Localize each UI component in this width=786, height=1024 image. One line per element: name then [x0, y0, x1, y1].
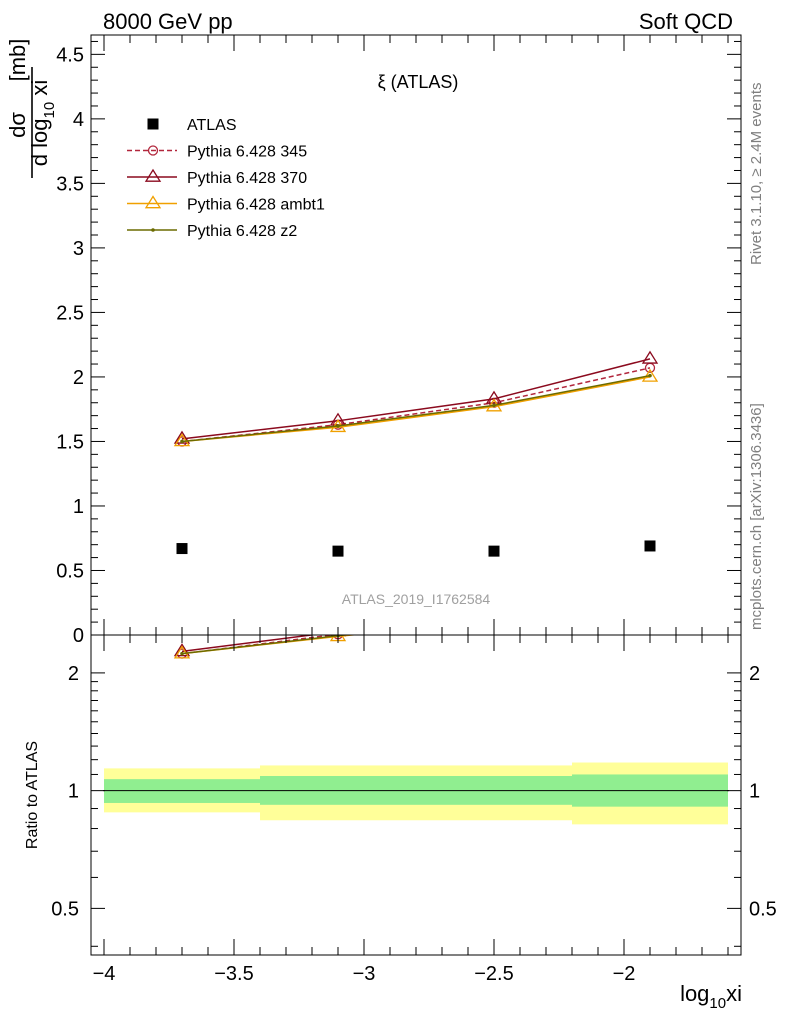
legend-label-pythia-6-428-ambt1: Pythia 6.428 ambt1: [187, 197, 325, 214]
main-y-ticks: 0 0.5 1 1.5 2 2.5 3 3.5 4 4.5: [56, 40, 741, 647]
data-point-atlas-4: [644, 540, 656, 552]
data-point-pythia-6-428-370-4: [641, 350, 659, 364]
ratio-uncertainty-bands: [104, 762, 728, 825]
header-left: 8000 GeV pp: [103, 9, 233, 34]
ratio-y-tick-label-right: 0.5: [749, 898, 777, 920]
y-tick-label: 3.5: [56, 173, 84, 195]
side-website-text: mcplots.cern.ch [arXiv:1306.3436]: [748, 403, 765, 630]
main-x-ticks: [103, 35, 729, 635]
watermark: ATLAS_2019_I1762584: [342, 591, 491, 607]
ratio-y-tick-label-right: 2: [749, 663, 760, 685]
ratio-y-tick-label-right: 1: [749, 781, 760, 803]
y-tick-label: 2: [73, 367, 84, 389]
side-version-text: Rivet 3.1.10, ≥ 2.4M events: [748, 83, 765, 266]
ratio-y-label: Ratio to ATLAS: [24, 741, 41, 849]
ratio-y-tick-label: 0.5: [51, 898, 79, 920]
ratio-point-pythia-6-428-z2-1: [180, 651, 184, 656]
ratio-point-pythia-6-428-ambt1-4: [643, 603, 657, 614]
y-tick-label: 2.5: [56, 302, 84, 324]
main-panel: 0 0.5 1 1.5 2 2.5 3 3.5 4 4.5 ξ (ATLAS) ATLAS_201…: [56, 34, 742, 647]
data-point-atlas-1: [176, 543, 188, 555]
y-tick-label: 3: [73, 238, 84, 260]
data-point-pythia-6-428-ambt1-1: [173, 433, 191, 447]
header-right: Soft QCD: [639, 9, 733, 34]
data-point-atlas-3: [488, 545, 500, 557]
legend: ATLAS Pythia 6.428 345 Pythia 6.428 370 Pyt…: [127, 117, 325, 240]
series-line-pythia-6-428-345: [181, 367, 651, 443]
main-data-layer: [173, 350, 659, 557]
ratio-point-pythia-6-428-345-4: [646, 600, 655, 609]
x-tick-label: −3.5: [214, 963, 253, 985]
y-tick-label: 4.5: [56, 44, 84, 66]
legend-marker-pythia-6-428-ambt1: [144, 195, 162, 209]
ratio-panel: 0.5 0.5 1 1 2 2 −4 −3.5 −3 −2.5 −2 Ratio to ATLAS…: [24, 591, 777, 1012]
data-point-atlas-2: [332, 545, 344, 557]
y-tick-label: 0.5: [56, 560, 84, 582]
y-tick-label: 4: [73, 109, 84, 131]
data-point-pythia-6-428-z2-3: [492, 403, 496, 408]
legend-marker-pythia-6-428-370: [144, 168, 162, 182]
main-y-label: dσ d log10 xi [mb]: [5, 39, 58, 178]
series-line-pythia-6-428-z2: [181, 374, 651, 443]
data-point-pythia-6-428-z2-4: [648, 373, 652, 378]
ratio-point-pythia-6-428-370-1: [173, 643, 191, 657]
ratio-y-ticks: 0.5 0.5 1 1 2 2: [51, 663, 777, 947]
data-point-pythia-6-428-z2-1: [180, 439, 184, 444]
legend-label-pythia-6-428-345: Pythia 6.428 345: [187, 144, 307, 161]
y-tick-label: 1: [73, 496, 84, 518]
ratio-point-pythia-6-428-370-3: [487, 608, 501, 619]
legend-marker-pythia-6-428-z2: [151, 228, 155, 232]
ratio-point-pythia-6-428-ambt1-1: [173, 645, 191, 659]
y-label-numerator: dσ: [5, 112, 30, 138]
legend-marker-pythia-6-428-345: [147, 145, 159, 156]
legend-marker-atlas: [147, 118, 159, 130]
ratio-point-pythia-6-428-z2-4: [648, 607, 652, 611]
x-axis-label: log10xi: [680, 981, 742, 1012]
x-tick-label: −2: [613, 963, 636, 985]
main-title: ξ (ATLAS): [378, 72, 459, 92]
legend-label-atlas: ATLAS: [187, 117, 237, 134]
series-line-pythia-6-428-370: [181, 358, 651, 440]
legend-label-pythia-6-428-370: Pythia 6.428 370: [187, 170, 307, 187]
ratio-point-pythia-6-428-370-4: [643, 591, 657, 602]
x-tick-label: −4: [93, 963, 116, 985]
y-label-denominator: d log10 xi: [27, 80, 58, 166]
y-tick-label: 0: [73, 625, 84, 647]
ratio-line-pythia-6-428-z2: [181, 635, 352, 655]
y-tick-label: 1.5: [56, 431, 84, 453]
ratio-y-tick-label: 2: [68, 663, 79, 685]
y-label-unit: [mb]: [5, 39, 30, 82]
data-point-pythia-6-428-370-3: [485, 390, 503, 404]
data-point-pythia-6-428-z2-2: [336, 424, 340, 428]
x-tick-label: −2.5: [474, 963, 513, 985]
ratio-x-ticks: −4 −3.5 −3 −2.5 −2: [93, 635, 729, 985]
x-tick-label: −3: [353, 963, 376, 985]
legend-label-pythia-6-428-z2: Pythia 6.428 z2: [187, 223, 297, 240]
ratio-y-tick-label: 1: [68, 781, 79, 803]
data-point-pythia-6-428-ambt1-4: [641, 368, 659, 382]
